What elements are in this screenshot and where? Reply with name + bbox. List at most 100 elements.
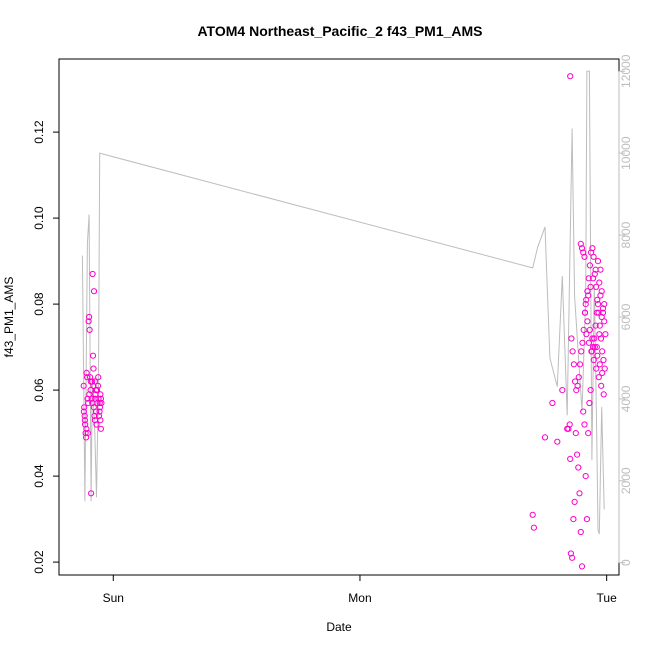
data-point: [582, 301, 589, 308]
data-point: [97, 425, 105, 432]
data-point: [84, 430, 92, 437]
data-point: [95, 374, 102, 381]
data-point: [594, 352, 601, 359]
data-point: [85, 318, 92, 325]
y2-axis: 0 2000 4000 6000 8000 10000 12000: [618, 54, 633, 566]
data-point: [586, 326, 594, 333]
data-point: [96, 404, 104, 411]
data-point: [84, 374, 91, 381]
data-point: [576, 361, 584, 368]
data-point: [596, 331, 603, 338]
data-point: [585, 430, 592, 437]
data-point: [575, 374, 582, 381]
x-tick-label: Sun: [103, 591, 124, 605]
data-point: [583, 516, 591, 523]
y2-tick-label: 0: [619, 559, 633, 566]
data-point: [86, 313, 93, 321]
x-axis: Sun Mon Tue: [103, 574, 618, 605]
data-point: [90, 404, 97, 411]
data-point: [92, 387, 100, 394]
data-point: [590, 275, 597, 282]
y-tick-label: 0.12: [32, 120, 46, 144]
data-point: [589, 245, 596, 252]
data-point: [570, 361, 578, 368]
x-tick-label: Mon: [348, 591, 371, 605]
data-point: [599, 369, 606, 376]
data-point: [575, 464, 582, 471]
data-point: [81, 404, 88, 411]
data-point: [593, 344, 600, 351]
data-point: [577, 528, 584, 536]
data-point: [80, 382, 87, 389]
data-point: [581, 309, 589, 316]
data-point: [582, 473, 589, 480]
data-point: [581, 253, 588, 260]
data-point: [568, 335, 575, 342]
data-point: [594, 258, 602, 265]
line-layer: [81, 70, 605, 535]
y-tick-label: 0.10: [32, 206, 46, 230]
y-tick-label: 0.08: [32, 292, 46, 316]
data-point: [590, 253, 597, 260]
y-tick-label: 0.02: [32, 550, 46, 574]
data-point: [83, 369, 90, 376]
x-tick-label: Tue: [597, 591, 618, 605]
data-point: [600, 391, 607, 398]
data-point: [578, 563, 586, 570]
data-point: [565, 425, 572, 432]
data-point: [554, 438, 561, 445]
data-point: [569, 348, 576, 355]
y-tick-label: 0.06: [32, 378, 46, 402]
data-point: [587, 387, 594, 394]
data-point: [81, 412, 88, 419]
data-point: [541, 434, 549, 441]
data-point: [529, 511, 536, 518]
data-point: [566, 421, 573, 428]
data-point: [595, 309, 602, 316]
data-point: [559, 387, 566, 394]
y2-tick-label: 12000: [619, 54, 633, 88]
data-point: [89, 270, 96, 278]
data-point: [593, 365, 600, 372]
data-point: [585, 339, 593, 346]
data-point: [577, 240, 584, 247]
data-point: [81, 417, 89, 424]
data-point: [98, 399, 105, 407]
data-point: [95, 412, 103, 419]
data-point: [80, 408, 88, 415]
data-point: [90, 365, 97, 372]
data-point: [594, 296, 601, 303]
data-point: [86, 326, 93, 333]
y-tick-label: 0.04: [32, 464, 46, 488]
data-point: [584, 318, 591, 325]
chart-title: ATOM4 Northeast_Pacific_2 f43_PM1_AMS: [197, 23, 482, 39]
data-point: [580, 326, 587, 333]
data-point: [596, 279, 603, 286]
data-point: [97, 391, 104, 398]
data-point: [598, 288, 605, 295]
data-point: [569, 554, 576, 561]
data-point: [596, 361, 603, 368]
data-point: [93, 421, 100, 428]
data-point: [570, 516, 577, 523]
data-point: [600, 356, 607, 364]
data-point: [578, 348, 585, 355]
data-point: [586, 262, 594, 269]
data-point: [592, 266, 599, 273]
points-layer: [80, 73, 609, 570]
data-point: [97, 395, 105, 402]
data-point: [599, 348, 606, 355]
data-point: [598, 313, 605, 321]
data-point: [596, 322, 603, 329]
data-point: [87, 378, 94, 385]
data-point: [591, 344, 598, 351]
data-point: [549, 399, 556, 407]
data-point: [599, 309, 607, 316]
data-point: [576, 490, 583, 497]
data-point: [597, 292, 604, 299]
data-point: [571, 498, 578, 505]
y2-tick-label: 10000: [619, 136, 633, 170]
data-point: [601, 301, 608, 308]
data-point: [591, 335, 598, 342]
x-axis-label: Date: [326, 620, 352, 634]
